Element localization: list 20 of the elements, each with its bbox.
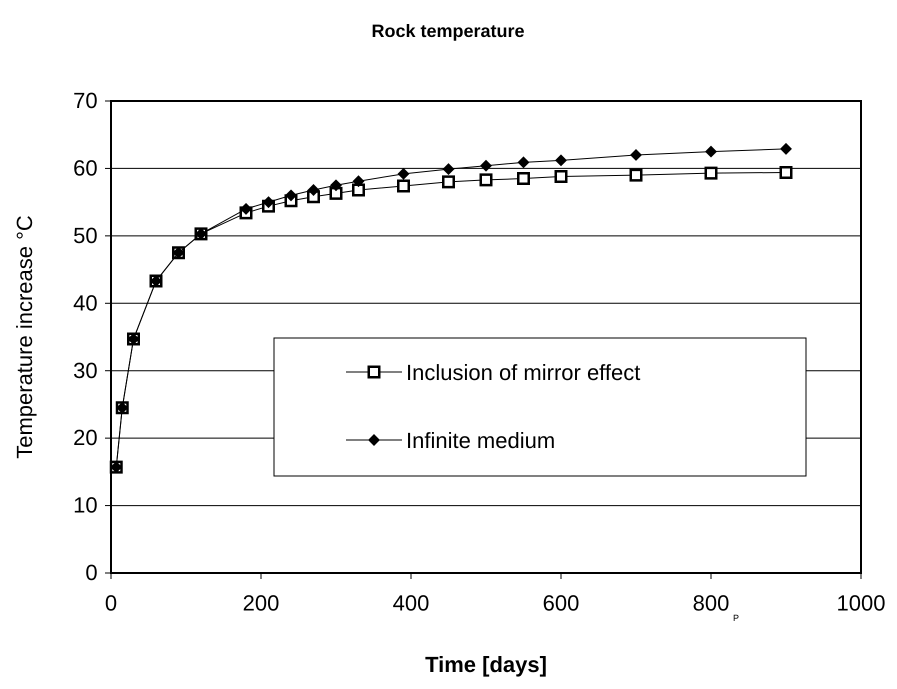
x-tick-label: 600 xyxy=(542,590,580,616)
x-tick-label: 400 xyxy=(392,590,430,616)
y-tick-label: 60 xyxy=(73,155,98,180)
x-tick-label: 0 xyxy=(104,590,118,616)
y-tick-label: 30 xyxy=(73,358,98,383)
y-tick-label: 0 xyxy=(85,560,98,586)
y-tick-label: 10 xyxy=(73,492,98,518)
y-tick-label: 20 xyxy=(73,425,98,450)
y-tick-label: 70 xyxy=(73,88,98,114)
x-tick-label: 1000 xyxy=(836,590,886,616)
text: P xyxy=(732,613,740,623)
y-tick-label: 40 xyxy=(73,290,98,316)
x-tick-label: 800 xyxy=(692,590,730,616)
y-tick-label: 50 xyxy=(73,222,98,248)
x-tick-label: 200 xyxy=(242,590,280,616)
x-axis-title: Time [days] xyxy=(425,652,547,677)
legend-label: Infinite medium xyxy=(406,428,556,453)
y-axis-title: Temperature increase °C xyxy=(12,215,37,459)
legend-label: Inclusion of mirror effect xyxy=(406,360,640,385)
chart-title: Rock temperature xyxy=(371,21,525,41)
